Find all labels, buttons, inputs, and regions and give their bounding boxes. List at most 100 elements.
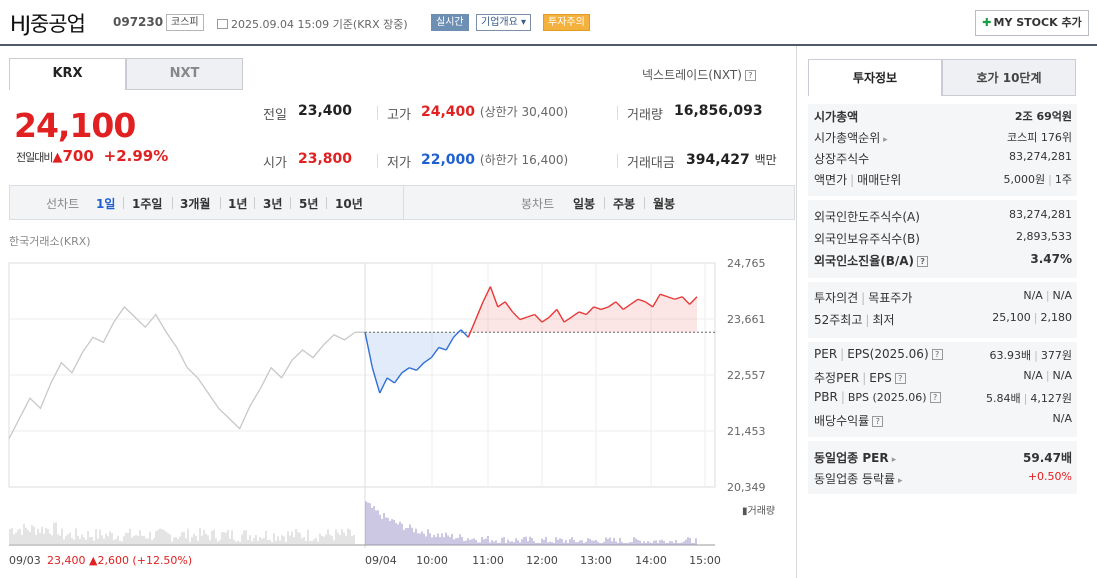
amount-number: 394,427: [686, 152, 750, 168]
x-tick-label: 09/04: [365, 554, 397, 567]
prev-day-summary: 23,400 ▲2,600 (+12.50%): [47, 554, 192, 567]
eps-label: EPS(2025.06): [847, 347, 929, 361]
price-line-up: [512, 311, 521, 321]
low-label: 저가: [387, 156, 411, 171]
est-per-row: 추정PER | EPS? N/A | N/A: [814, 369, 1072, 385]
high-price: 24,400 (상한가 30,400): [421, 103, 568, 120]
foreign-ratio-row: 외국인소진율(B/A)? 3.47%: [814, 252, 1072, 270]
div-label: 배당수익률: [814, 414, 870, 428]
x-tick-label: 09/03: [9, 554, 41, 567]
y-tick-label: 20,349: [727, 481, 766, 494]
div-value: N/A: [1052, 412, 1072, 425]
price-area: [372, 332, 380, 394]
price-line-down: [371, 367, 381, 394]
price-area: [630, 299, 638, 333]
caution-badge: 투자주의: [543, 14, 590, 31]
price-line-down: [445, 336, 455, 351]
foreign-hold-label: 외국인보유주식수(B): [814, 232, 920, 246]
divider: [617, 154, 618, 168]
candle-monthly[interactable]: 월봉: [653, 197, 676, 211]
opinion-label: 투자의견: [814, 291, 859, 305]
high-value: 24,400: [421, 104, 476, 120]
nxt-trade-link[interactable]: 넥스트레이드(NXT)?: [642, 66, 756, 83]
period-1w[interactable]: 1주일: [132, 197, 163, 211]
prev-close: 23,400: [298, 103, 353, 119]
tab-orderbook[interactable]: 호가 10단계: [942, 59, 1076, 96]
candle-daily[interactable]: 일봉: [573, 197, 596, 211]
x-tick-label: 11:00: [472, 554, 504, 567]
info-box-2: [808, 200, 1077, 278]
price-area: [564, 317, 572, 333]
price-area: [475, 301, 484, 333]
divider: [377, 106, 378, 120]
divider: [644, 197, 645, 209]
help-icon[interactable]: ?: [931, 349, 943, 360]
add-mystock-button[interactable]: ✚ MY STOCK 추가: [975, 10, 1089, 36]
help-icon[interactable]: ?: [894, 373, 906, 384]
price-area: [608, 301, 616, 333]
help-icon[interactable]: ?: [929, 392, 941, 403]
company-overview-button[interactable]: 기업개요 ▾: [476, 14, 532, 31]
price-line-up: [622, 303, 631, 310]
tab-nxt[interactable]: NXT: [126, 58, 243, 90]
price-area: [416, 332, 425, 371]
current-price: 24,100: [14, 106, 136, 145]
help-icon[interactable]: ?: [917, 256, 929, 267]
price-line-up: [571, 311, 580, 318]
per-row: PER | EPS(2025.06)? 63.93배 | 377원: [814, 347, 1072, 362]
price-area: [527, 314, 535, 333]
price-line-up: [637, 298, 646, 303]
opinion-value: N/A: [1023, 289, 1043, 302]
price-area: [578, 311, 587, 333]
period-5y[interactable]: 5년: [299, 197, 319, 211]
stock-name: HJ중공업: [10, 12, 86, 36]
price-chart[interactable]: 24,765 23,661 22,557 21,453 20,349 ▮거래량 09/0…: [0, 250, 795, 578]
amount-label: 거래대금: [627, 156, 675, 171]
price-line-up: [659, 293, 668, 298]
datetime: 2025.09.04 15:09 기준(KRX 장중): [217, 16, 408, 32]
unit-value: 1주: [1054, 173, 1072, 186]
tab-invest-info[interactable]: 투자정보: [808, 59, 942, 96]
pbr-label: PBR: [814, 390, 838, 404]
amount-value: 394,427 백만: [686, 151, 777, 168]
change-label: 전일대비: [16, 151, 53, 164]
price-line-up: [630, 298, 639, 305]
period-1d[interactable]: 1일: [96, 197, 116, 211]
price-line-down: [393, 372, 403, 384]
period-1y[interactable]: 1년: [228, 197, 248, 211]
price-change: 전일대비▲700 +2.99%: [16, 147, 168, 165]
industry-change-label: 동일업종 등락률: [814, 472, 896, 486]
price-line-up: [652, 293, 661, 308]
divider: [377, 154, 378, 168]
period-3m[interactable]: 3개월: [180, 197, 211, 211]
change-pct: +2.99%: [103, 147, 169, 165]
realtime-button[interactable]: 실시간: [431, 14, 469, 31]
price-area: [431, 332, 439, 358]
price-area: [660, 294, 668, 333]
price-line-down: [423, 357, 432, 364]
industry-per-row[interactable]: 동일업종 PER ▸ 59.47배: [814, 449, 1072, 467]
price-area: [401, 332, 410, 373]
dividend-row: 배당수익률? N/A: [814, 412, 1072, 430]
cap-rank-row[interactable]: 시가총액순위 ▸ 코스피 176위: [814, 129, 1072, 147]
help-icon[interactable]: ?: [744, 70, 756, 81]
market-cap-row: 시가총액 2조 69억원: [814, 108, 1072, 126]
price-line-up: [689, 296, 698, 305]
price-area: [549, 309, 557, 333]
price-line-down: [453, 329, 462, 338]
industry-change-row[interactable]: 동일업종 등락률 ▸ +0.50%: [814, 470, 1072, 488]
price-area: [387, 332, 395, 383]
industry-per-value: 59.47배: [1023, 451, 1072, 465]
period-3y[interactable]: 3년: [263, 197, 283, 211]
period-10y[interactable]: 10년: [335, 197, 363, 211]
price-line-up: [681, 296, 691, 305]
help-icon[interactable]: ?: [872, 416, 884, 427]
price-line-up: [541, 316, 550, 323]
candle-weekly[interactable]: 주봉: [613, 197, 636, 211]
price-area: [601, 306, 609, 333]
low52-label: 최저: [872, 313, 895, 327]
open-price: 23,800: [298, 151, 353, 167]
per-label: PER: [814, 347, 838, 361]
tab-krx[interactable]: KRX: [9, 58, 126, 90]
price-line-up: [600, 306, 609, 311]
